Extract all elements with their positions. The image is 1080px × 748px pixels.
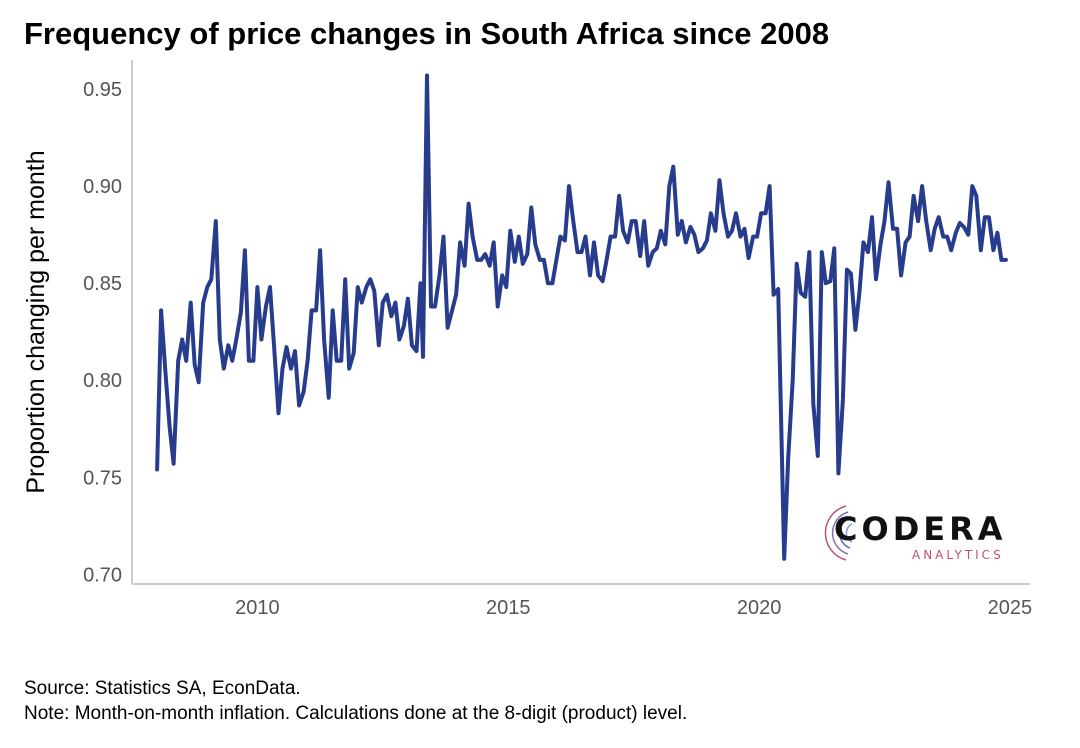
y-tick-label: 0.95 — [83, 79, 122, 101]
logo-wordmark: CODERA — [834, 510, 1007, 548]
y-tick-label: 0.90 — [83, 176, 122, 198]
x-tick-label: 2020 — [737, 597, 782, 619]
y-tick-label: 0.85 — [83, 273, 122, 295]
chart-footer: Source: Statistics SA, EconData. Note: M… — [24, 676, 687, 726]
x-tick-label: 2010 — [235, 597, 280, 619]
y-axis-title: Proportion changing per month — [22, 150, 50, 493]
y-tick-label: 0.80 — [83, 370, 122, 392]
logo-mark-icon — [824, 505, 853, 561]
y-tick-label: 0.75 — [83, 467, 122, 489]
method-note: Note: Month-on-month inflation. Calculat… — [24, 703, 688, 724]
y-tick-label: 0.70 — [83, 564, 122, 586]
source-note: Source: Statistics SA, EconData. — [24, 678, 301, 699]
x-tick-group: 2010 2015 2020 2025 — [235, 597, 1032, 619]
chart-title: Frequency of price changes in South Afri… — [24, 16, 830, 51]
x-tick-label: 2025 — [988, 597, 1033, 619]
x-tick-label: 2015 — [486, 597, 531, 619]
logo-subtitle: ANALYTICS — [912, 548, 1004, 562]
y-tick-group: 0.70 0.75 0.80 0.85 0.90 0.95 — [83, 79, 122, 586]
series-line — [155, 73, 1008, 561]
codera-logo: CODERA ANALYTICS — [816, 498, 1026, 568]
